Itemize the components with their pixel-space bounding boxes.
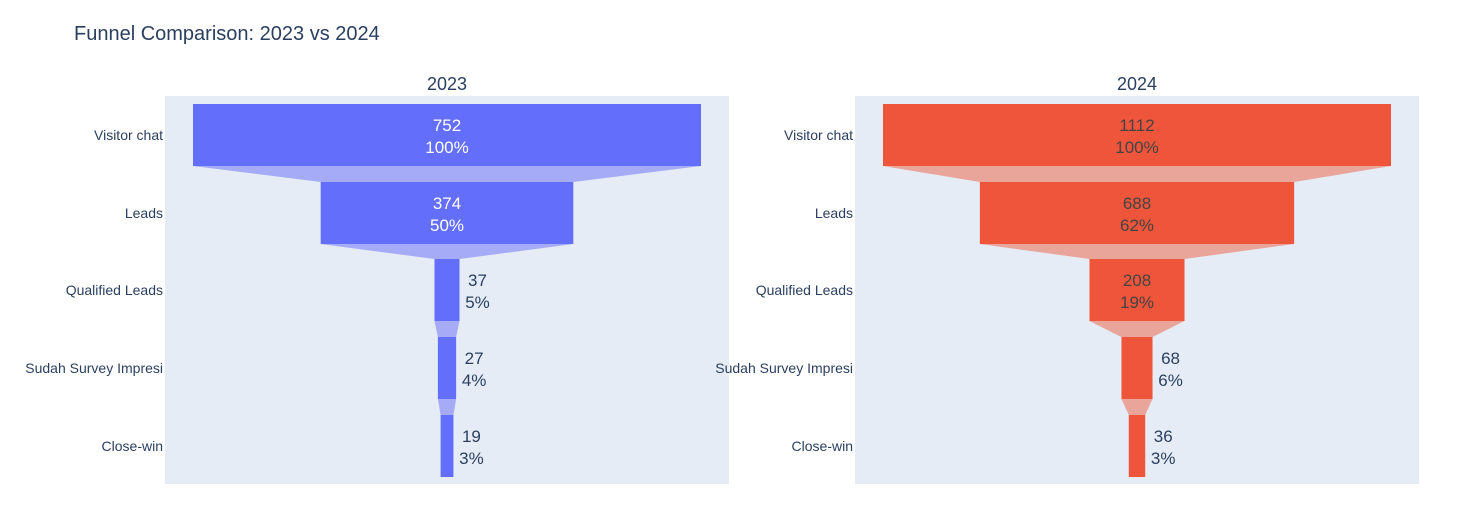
funnel-percent-label: 100%: [425, 138, 468, 157]
funnel-panel-2023: 2023 752 100% Visitor chat 374 50% Leads 37 5% Qu…: [25, 74, 729, 484]
category-label: Sudah Survey Impresi: [715, 360, 853, 376]
category-label: Qualified Leads: [66, 282, 163, 298]
funnel-value-label: 208: [1123, 271, 1151, 290]
chart-title: Funnel Comparison: 2023 vs 2024: [74, 23, 380, 45]
funnel-value-label: 68: [1161, 349, 1180, 368]
panel-subtitle: 2024: [1117, 74, 1157, 94]
funnel-value-label: 688: [1123, 194, 1151, 213]
funnel-percent-label: 19%: [1120, 293, 1154, 312]
funnel-percent-label: 3%: [1151, 449, 1176, 468]
funnel-panel-2024: 2024 1112 100% Visitor chat 688 62% Leads 208 19…: [715, 74, 1419, 484]
category-label: Visitor chat: [94, 127, 163, 143]
funnel-percent-label: 3%: [459, 449, 484, 468]
category-label: Leads: [815, 205, 853, 221]
funnel-bar: [440, 415, 454, 477]
category-label: Close-win: [792, 438, 853, 454]
funnel-bar: [1089, 259, 1185, 321]
panel-subtitle: 2023: [427, 74, 467, 94]
funnel-value-label: 1112: [1119, 116, 1154, 135]
funnel-bar: [1128, 415, 1146, 477]
category-label: Qualified Leads: [756, 282, 853, 298]
funnel-bar: [320, 182, 574, 244]
funnel-value-label: 752: [433, 116, 461, 135]
funnel-bar: [883, 104, 1391, 166]
funnel-percent-label: 6%: [1158, 371, 1183, 390]
funnel-bar: [193, 104, 701, 166]
category-label: Sudah Survey Impresi: [25, 360, 163, 376]
category-label: Visitor chat: [784, 127, 853, 143]
funnel-value-label: 19: [462, 427, 481, 446]
funnel-connector: [434, 321, 460, 337]
funnel-percent-label: 5%: [465, 293, 490, 312]
funnel-connector: [1121, 399, 1153, 415]
category-label: Close-win: [102, 438, 163, 454]
funnel-connector: [979, 244, 1295, 259]
funnel-connector: [437, 399, 457, 415]
funnel-bar: [979, 182, 1295, 244]
funnel-percent-label: 50%: [430, 216, 464, 235]
funnel-connector: [320, 244, 574, 259]
funnel-percent-label: 62%: [1120, 216, 1154, 235]
funnel-connector: [1089, 321, 1185, 337]
funnel-bar: [1121, 337, 1153, 399]
funnel-percent-label: 4%: [462, 371, 487, 390]
funnel-value-label: 374: [433, 194, 461, 213]
funnel-bar: [434, 259, 460, 321]
funnel-value-label: 37: [468, 271, 487, 290]
funnel-bar: [437, 337, 457, 399]
funnel-connector: [193, 166, 701, 182]
funnel-value-label: 36: [1154, 427, 1173, 446]
category-label: Leads: [125, 205, 163, 221]
funnel-value-label: 27: [465, 349, 484, 368]
funnel-percent-label: 100%: [1115, 138, 1158, 157]
funnel-connector: [883, 166, 1391, 182]
